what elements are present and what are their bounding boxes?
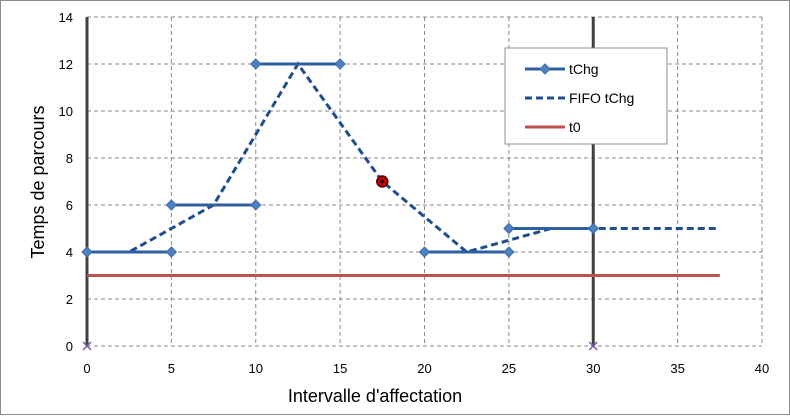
series-tchg-point <box>165 199 178 211</box>
axis-cross-marker <box>588 341 598 351</box>
x-tick-label: 15 <box>333 361 347 376</box>
x-tick-label: 10 <box>249 361 263 376</box>
y-tick-label: 8 <box>66 151 73 166</box>
series-tchg-point <box>503 246 515 258</box>
series-tchg-point <box>587 222 599 235</box>
x-tick-label: 40 <box>755 361 769 376</box>
y-tick-label: 12 <box>59 57 73 72</box>
legend: tChg FIFO tChg t0 <box>504 47 668 145</box>
tick-labels: 0 5 10 15 20 25 30 35 40 0 2 4 6 8 10 12 14 <box>59 10 770 376</box>
series-fifo-tchg-line <box>87 61 720 254</box>
legend-label: t0 <box>569 119 581 135</box>
y-tick-label: 10 <box>59 104 73 119</box>
x-tick-label: 30 <box>586 361 600 376</box>
legend-label: FIFO tChg <box>569 90 634 106</box>
legend-label: tChg <box>569 61 599 77</box>
series-tchg-point <box>250 199 262 211</box>
series-tchg-point <box>503 222 515 235</box>
x-tick-label: 35 <box>670 361 684 376</box>
series-tchg-point <box>250 58 262 70</box>
x-tick-label: 20 <box>417 361 431 376</box>
x-tick-label: 25 <box>502 361 516 376</box>
y-tick-label: 0 <box>66 339 73 354</box>
series-tchg-point <box>334 58 346 70</box>
x-tick-label: 5 <box>168 361 175 376</box>
y-tick-label: 14 <box>59 10 73 25</box>
x-tick-label: 0 <box>83 361 90 376</box>
x-axis-title: Intervalle d'affectation <box>288 386 462 406</box>
axis-cross-marker <box>82 341 92 351</box>
series-layer <box>81 58 720 351</box>
series-tchg-point <box>418 246 431 258</box>
series-tchg-point <box>81 246 93 258</box>
y-tick-label: 4 <box>66 245 73 260</box>
highlight-point-center <box>380 179 385 184</box>
legend-marker-tchg <box>539 63 551 75</box>
y-tick-label: 2 <box>66 292 73 307</box>
y-tick-label: 6 <box>66 198 73 213</box>
y-axis-title: Temps de parcours <box>28 105 48 258</box>
series-tchg-point <box>165 246 178 258</box>
